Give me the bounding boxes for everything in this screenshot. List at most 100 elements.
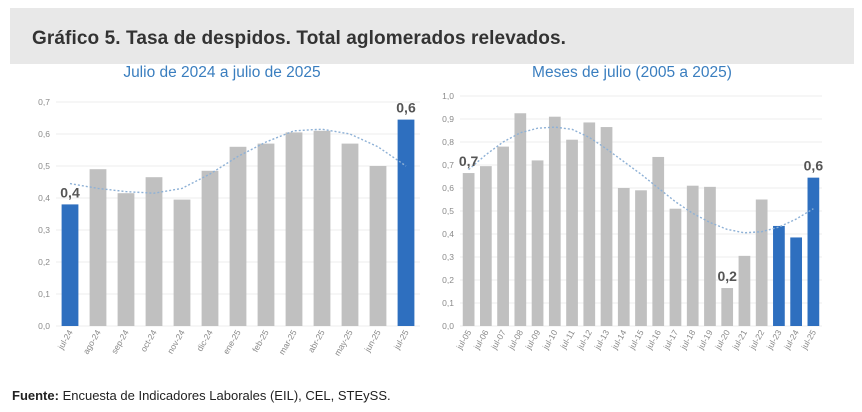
x-tick-label: ene-25 bbox=[221, 328, 243, 356]
x-tick-label: oct-24 bbox=[138, 328, 159, 354]
x-tick-label: dic-24 bbox=[194, 328, 214, 353]
page-title: Gráfico 5. Tasa de despidos. Total aglom… bbox=[32, 28, 566, 49]
bar bbox=[514, 113, 527, 326]
x-tick-label: jul-08 bbox=[506, 328, 526, 352]
y-tick-label: 0,2 bbox=[38, 257, 50, 267]
x-tick-label: jul-06 bbox=[471, 328, 491, 352]
chart-title-right: Meses de julio (2005 a 2025) bbox=[532, 64, 732, 81]
y-tick-label: 0,7 bbox=[38, 97, 50, 107]
y-tick-label: 0,5 bbox=[38, 161, 50, 171]
bar bbox=[566, 139, 578, 326]
data-label: 0,2 bbox=[717, 268, 737, 284]
x-tick-label: jul-16 bbox=[643, 328, 663, 352]
trend-line bbox=[468, 126, 814, 234]
bar bbox=[755, 199, 768, 326]
data-label: 0,6 bbox=[396, 100, 416, 116]
x-tick-label: jul-07 bbox=[488, 328, 508, 352]
x-tick-label: jun-25 bbox=[362, 328, 383, 355]
x-tick-label: jul-24 bbox=[55, 328, 75, 352]
x-tick-label: jul-10 bbox=[540, 328, 560, 352]
y-tick-label: 0,6 bbox=[442, 183, 454, 193]
bar bbox=[704, 186, 716, 326]
y-tick-label: 0,1 bbox=[442, 298, 454, 308]
bar bbox=[285, 132, 303, 326]
bar bbox=[807, 177, 820, 326]
x-tick-label: jul-18 bbox=[678, 328, 698, 352]
bar bbox=[313, 130, 331, 326]
x-tick-label: jul-09 bbox=[523, 328, 543, 352]
bar bbox=[201, 170, 219, 326]
y-tick-label: 0,4 bbox=[442, 229, 454, 239]
x-tick-label: jul-13 bbox=[592, 328, 612, 352]
x-tick-label: may-25 bbox=[332, 328, 355, 358]
y-tick-label: 0,0 bbox=[442, 321, 454, 331]
bar bbox=[548, 116, 561, 326]
x-tick-label: ago-24 bbox=[81, 328, 103, 356]
bar bbox=[652, 156, 665, 326]
data-label: 0,4 bbox=[60, 184, 80, 200]
x-tick-label: feb-25 bbox=[250, 328, 271, 354]
bar bbox=[257, 143, 275, 326]
bar bbox=[173, 199, 191, 326]
y-tick-label: 0,2 bbox=[442, 275, 454, 285]
x-tick-label: sep-24 bbox=[109, 328, 131, 356]
x-tick-label: jul-19 bbox=[695, 328, 715, 352]
y-tick-label: 0,3 bbox=[38, 225, 50, 235]
x-tick-label: jul-20 bbox=[712, 328, 732, 352]
bar bbox=[600, 127, 613, 326]
x-tick-label: jul-14 bbox=[609, 328, 629, 352]
x-tick-label: abr-25 bbox=[306, 328, 327, 355]
x-tick-label: jul-24 bbox=[781, 328, 801, 352]
bar bbox=[397, 119, 415, 326]
chart-header: Gráfico 5. Tasa de despidos. Total aglom… bbox=[10, 8, 854, 64]
chart-monthly-2024-2025: Julio de 2024 a julio de 2025 0,0 0,1 0,2 0… bbox=[22, 62, 422, 382]
bar bbox=[479, 166, 492, 326]
y-tick-label: 0,3 bbox=[442, 252, 454, 262]
x-tick-label: jul-25 bbox=[799, 328, 819, 352]
data-label: 0,7 bbox=[459, 153, 479, 169]
bar bbox=[583, 122, 596, 326]
x-tick-label: jul-05 bbox=[454, 328, 474, 352]
bar bbox=[89, 169, 107, 326]
y-tick-label: 0,1 bbox=[38, 289, 50, 299]
source-text: Encuesta de Indicadores Laborales (EIL),… bbox=[58, 388, 391, 403]
bar bbox=[686, 185, 699, 326]
x-tick-label: jul-11 bbox=[558, 328, 577, 352]
chart-left-svg: 0,0 0,1 0,2 0,3 0,4 0,5 0,6 0,7 jul-24 ago-24 sep-… bbox=[38, 97, 420, 358]
source-label: Fuente: bbox=[12, 388, 59, 403]
y-tick-label: 0,8 bbox=[442, 137, 454, 147]
bar bbox=[635, 190, 647, 326]
bar bbox=[462, 173, 475, 326]
source-note: Fuente: Encuesta de Indicadores Laborale… bbox=[12, 388, 391, 403]
x-tick-label: nov-24 bbox=[165, 328, 187, 356]
x-tick-label: jul-21 bbox=[730, 328, 750, 352]
y-tick-label: 0,0 bbox=[38, 321, 50, 331]
bar bbox=[531, 160, 544, 326]
x-tick-label: jul-12 bbox=[574, 328, 594, 352]
y-tick-label: 0,9 bbox=[442, 114, 454, 124]
bar bbox=[617, 188, 630, 326]
trend-line bbox=[69, 128, 407, 194]
chart-title-left: Julio de 2024 a julio de 2025 bbox=[123, 64, 321, 81]
x-tick-label: jul-23 bbox=[764, 328, 784, 352]
bar bbox=[341, 143, 359, 326]
bar bbox=[145, 177, 163, 326]
bar bbox=[61, 204, 79, 326]
y-tick-label: 1,0 bbox=[442, 91, 454, 101]
y-tick-label: 0,7 bbox=[442, 160, 454, 170]
bar bbox=[117, 193, 135, 326]
y-tick-label: 0,4 bbox=[38, 193, 50, 203]
bar bbox=[738, 255, 751, 326]
x-tick-label: jul-15 bbox=[626, 328, 646, 352]
x-tick-label: jul-22 bbox=[747, 328, 767, 352]
y-tick-label: 0,5 bbox=[442, 206, 454, 216]
x-tick-label: jul-25 bbox=[391, 328, 411, 352]
bar bbox=[369, 166, 387, 326]
bar bbox=[229, 146, 247, 326]
bar bbox=[790, 237, 803, 326]
chart-right-svg: 0,00,10,20,30,40,50,60,70,80,91,0jul-05j… bbox=[442, 91, 824, 352]
data-label: 0,6 bbox=[804, 158, 824, 174]
y-tick-label: 0,6 bbox=[38, 129, 50, 139]
chart-july-2005-2025: Meses de julio (2005 a 2025) 0,0 0,1 0,2 0,… bbox=[432, 62, 832, 382]
x-tick-label: jul-17 bbox=[661, 328, 681, 352]
